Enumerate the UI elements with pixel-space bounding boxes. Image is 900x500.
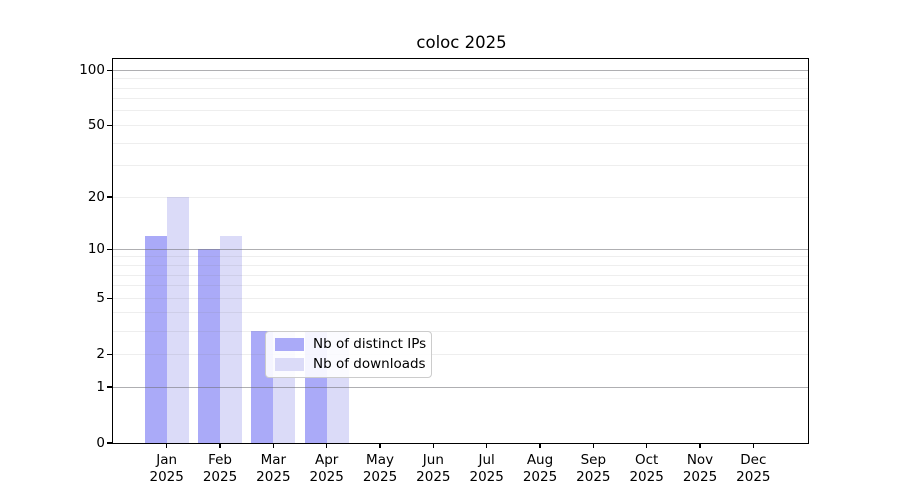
x-tick-label: Sep 2025 (563, 452, 623, 485)
legend-item-distinct-ips: Nb of distinct IPs (275, 336, 426, 353)
x-tick-month: Jul (478, 452, 495, 468)
bar-downloads-feb (220, 235, 243, 443)
x-tick-month: Dec (740, 452, 767, 468)
x-tick-month: Apr (315, 452, 339, 468)
gridline-major (113, 248, 808, 250)
gridline-minor (113, 142, 808, 144)
gridline-minor (113, 87, 808, 89)
legend-item-downloads: Nb of downloads (275, 356, 426, 373)
x-tick-month: Jan (156, 452, 178, 468)
x-tick-year: 2025 (469, 468, 504, 485)
x-tick-label: Mar 2025 (243, 452, 303, 485)
x-tick-mark (219, 443, 221, 448)
x-tick-year: 2025 (149, 468, 184, 485)
y-tick-mark (106, 248, 113, 250)
x-tick-year: 2025 (416, 468, 451, 485)
gridline-minor (113, 124, 808, 126)
y-tick-label: 100 (79, 62, 105, 79)
chart-title: coloc 2025 (416, 33, 507, 52)
x-tick-month: Oct (634, 452, 659, 468)
x-tick-label: Jan 2025 (137, 452, 197, 485)
x-tick-mark (166, 443, 168, 448)
gridline-minor (113, 196, 808, 198)
legend-swatch (275, 338, 304, 352)
x-tick-month: Sep (580, 452, 607, 468)
x-tick-year: 2025 (309, 468, 344, 485)
y-tick-mark (106, 353, 113, 355)
x-tick-year: 2025 (576, 468, 611, 485)
x-tick-label: Nov 2025 (670, 452, 730, 485)
legend-label: Nb of distinct IPs (313, 336, 427, 353)
x-tick-mark (379, 443, 381, 448)
x-tick-year: 2025 (682, 468, 718, 485)
gridline-minor (113, 256, 808, 258)
x-tick-mark (326, 443, 328, 448)
x-tick-label: Dec 2025 (723, 452, 783, 485)
x-tick-label: Feb 2025 (190, 452, 250, 485)
gridline-minor (113, 312, 808, 314)
bar-distinct-ips-feb (198, 249, 221, 443)
y-tick-label: 0 (96, 435, 105, 451)
x-tick-label: Apr 2025 (297, 452, 357, 485)
gridline-minor (113, 78, 808, 80)
y-tick-label: 50 (87, 117, 105, 134)
gridline-minor (113, 165, 808, 167)
y-tick-label: 10 (87, 241, 105, 258)
legend-swatch (275, 357, 304, 371)
y-tick-mark (106, 297, 113, 299)
gridline-minor (113, 297, 808, 299)
gridline-major (113, 386, 808, 388)
y-tick-label: 1 (96, 379, 105, 395)
y-tick-mark (106, 386, 113, 388)
y-tick-mark (106, 69, 113, 71)
bar-distinct-ips-jan (144, 235, 167, 443)
bar-downloads-jan (166, 197, 189, 443)
y-tick-mark (106, 442, 113, 444)
x-tick-month: Jun (422, 452, 444, 468)
x-tick-mark (272, 443, 274, 448)
gridline-minor (113, 274, 808, 276)
plot-area (106, 59, 808, 448)
x-tick-label: Oct 2025 (617, 452, 677, 485)
gridline-major (113, 69, 808, 71)
x-tick-year: 2025 (736, 468, 771, 485)
x-tick-month: Aug (526, 452, 554, 468)
gridline-minor (113, 98, 808, 100)
x-tick-month: Feb (208, 452, 232, 468)
y-tick-label: 20 (87, 189, 105, 206)
x-tick-label: Jul 2025 (457, 452, 517, 485)
x-tick-mark (432, 443, 434, 448)
legend-label: Nb of downloads (313, 355, 426, 372)
x-tick-year: 2025 (256, 468, 291, 485)
y-tick-mark (106, 124, 113, 127)
x-tick-mark (699, 443, 701, 448)
x-tick-month: Mar (260, 452, 287, 468)
x-tick-year: 2025 (522, 468, 558, 485)
y-tick-mark (106, 196, 113, 198)
gridline-minor (113, 330, 808, 332)
x-tick-label: Jun 2025 (403, 452, 463, 485)
x-tick-month: Nov (686, 452, 714, 468)
y-tick-label: 2 (96, 346, 105, 363)
x-tick-label: May 2025 (350, 452, 410, 485)
gridline-minor (113, 285, 808, 287)
x-tick-mark (752, 443, 754, 448)
x-tick-mark (646, 443, 648, 448)
legend: Nb of distinct IPs Nb of downloads (265, 331, 432, 378)
x-tick-mark (539, 443, 541, 448)
gridline-minor (113, 265, 808, 266)
x-tick-mark (486, 443, 488, 448)
gridline-minor (113, 353, 808, 355)
y-tick-label: 5 (96, 290, 105, 307)
x-tick-label: Aug 2025 (510, 452, 570, 485)
x-tick-year: 2025 (629, 468, 664, 485)
x-tick-year: 2025 (202, 468, 238, 485)
x-tick-mark (592, 443, 594, 448)
x-tick-year: 2025 (362, 468, 398, 485)
x-tick-month: May (366, 452, 394, 468)
gridline-minor (113, 110, 808, 112)
